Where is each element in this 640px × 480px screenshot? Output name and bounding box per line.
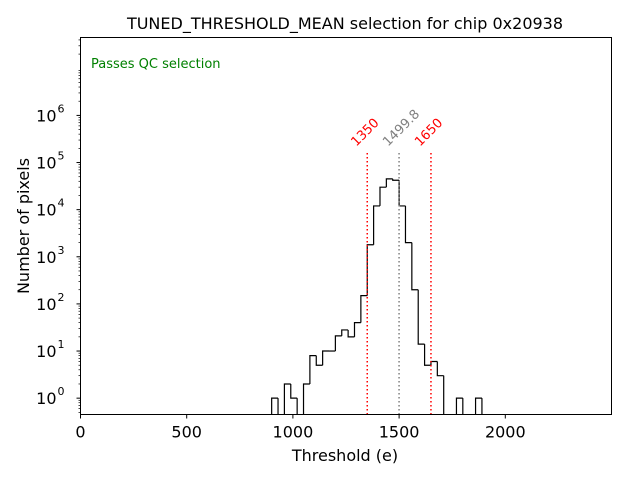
y-tick-label: 10: [36, 154, 56, 173]
histogram-bin: [360, 295, 368, 323]
y-tick-exponent: 1: [58, 338, 65, 351]
histogram-bin: [290, 383, 298, 399]
histogram-bin: [347, 329, 355, 338]
y-tick-label: 10: [36, 342, 56, 361]
histogram-bin: [341, 329, 349, 336]
histogram-bin: [379, 186, 387, 206]
x-tick-label: 500: [171, 423, 202, 442]
histogram-bin: [417, 289, 425, 345]
x-tick-label: 0: [75, 423, 85, 442]
histogram-bin: [322, 350, 330, 366]
histogram-bin: [302, 383, 310, 415]
y-tick-label: 10: [36, 389, 56, 408]
y-tick-label: 10: [36, 248, 56, 267]
y-tick-exponent: 6: [58, 102, 65, 115]
y-tick-label: 10: [36, 106, 56, 125]
x-axis-label: Threshold (e): [291, 446, 398, 465]
histogram-bin: [455, 397, 463, 415]
y-tick-label: 10: [36, 295, 56, 314]
y-tick-exponent: 4: [58, 197, 65, 210]
y-tick-exponent: 5: [58, 150, 65, 163]
histogram-bin: [366, 244, 374, 296]
y-tick-exponent: 0: [58, 385, 65, 398]
chart-title: TUNED_THRESHOLD_MEAN selection for chip …: [126, 14, 563, 34]
y-tick-exponent: 3: [58, 244, 65, 257]
axes-frame: [80, 37, 612, 415]
histogram-bin: [423, 344, 431, 366]
x-axis-ticks: 0 500 1000 1500 2000: [75, 414, 526, 442]
x-tick-label: 1500: [379, 423, 420, 442]
histogram-bin: [334, 335, 342, 352]
histogram-bin: [474, 397, 482, 415]
y-axis-label: Number of pixels: [14, 158, 33, 294]
histogram-bin: [411, 242, 419, 291]
histogram-bin: [392, 178, 400, 181]
histogram-bin: [373, 205, 380, 245]
qc-status-annotation: Passes QC selection: [91, 57, 221, 72]
y-tick-label: 10: [36, 201, 56, 220]
histogram-bin: [404, 205, 412, 244]
histogram-bin: [436, 361, 444, 377]
histogram-bin: [443, 375, 445, 415]
x-tick-label: 1000: [273, 423, 314, 442]
histogram-bin: [315, 355, 323, 366]
histogram-bin: [309, 355, 317, 384]
histogram-bin: [353, 322, 361, 337]
y-tick-exponent: 2: [58, 291, 65, 304]
histogram-bin: [283, 383, 291, 415]
histogram-bin: [271, 397, 279, 415]
histogram-bin: [385, 178, 393, 188]
x-tick-label: 2000: [485, 423, 526, 442]
